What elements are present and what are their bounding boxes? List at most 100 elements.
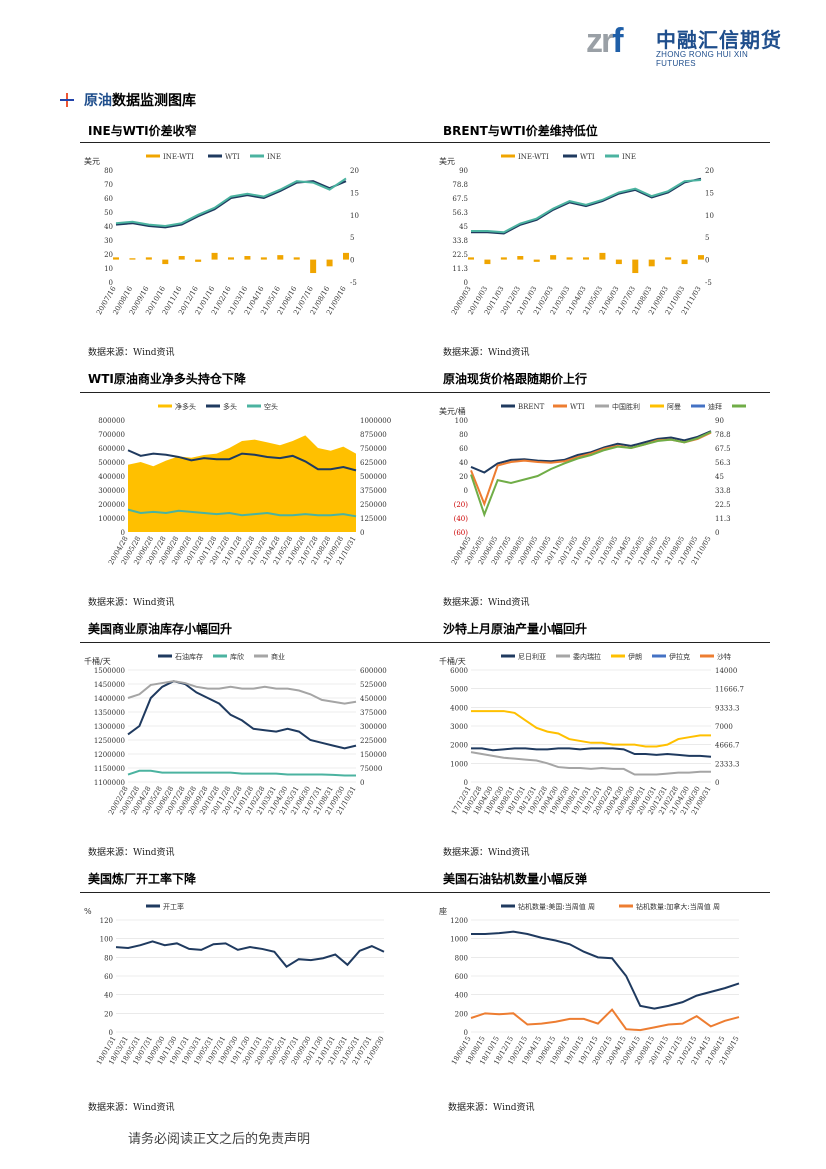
y2-tick-label: 4666.7 [715, 742, 740, 750]
y-tick-label: 80 [104, 954, 113, 962]
y-tick-label: 90 [459, 167, 468, 175]
y2-tick-label: 875000 [360, 431, 387, 439]
spread-bar [533, 259, 540, 262]
y2-tick-label: 300000 [360, 723, 387, 731]
y2-tick-label: 125000 [360, 515, 387, 523]
y-tick-label: 50 [104, 209, 113, 217]
chart-title-1: INE与WTI价差收窄 [88, 124, 197, 138]
y2-tick-label: 22.5 [715, 501, 731, 509]
y2-tick-label: 90 [715, 417, 724, 425]
spread-bar [566, 257, 573, 260]
series-line [470, 751, 711, 776]
y-tick-label: 22.5 [452, 251, 468, 259]
legend-label: 空头 [264, 402, 278, 411]
legend-label: 迪拜 [708, 402, 722, 411]
source-note: 数据来源：Wind资讯 [88, 848, 175, 858]
y2-tick-label: 20 [350, 167, 359, 175]
y-tick-label: 56.3 [452, 209, 468, 217]
chart-refinery-rate: % 开工率 0 20 40 60 80 100 120 18/01/31 18/03/31 18/05… [82, 898, 392, 1088]
series-line [471, 177, 702, 235]
company-logo: zrf 中融汇信期货 ZHONG RONG HUI XIN FUTURES [586, 22, 786, 68]
y-tick-label: 600000 [98, 445, 125, 453]
y-tick-label: 700000 [98, 431, 125, 439]
y-tick-label: 30 [104, 237, 113, 245]
y-tick-label: 800000 [98, 417, 125, 425]
series-line [127, 508, 357, 518]
y-tick-label: 120 [100, 917, 113, 925]
y2-tick-label: 10 [350, 212, 359, 220]
y-tick-label: (60) [454, 529, 469, 537]
logo-en: ZHONG RONG HUI XIN FUTURES [656, 50, 749, 68]
chart-rig-count: 座 钻机数量:美国:当周值 周 钻机数量:加拿大:当周值 周 0 200 400 600 80… [437, 898, 747, 1088]
y-tick-label: 400 [455, 992, 468, 1000]
source-note: 数据来源：Wind资讯 [88, 598, 175, 608]
logo-cn: 中融汇信期货 [656, 28, 782, 52]
y-tick-label: 1500000 [94, 667, 125, 675]
source-note: 数据来源：Wind资讯 [443, 848, 530, 858]
chart-svg: 美元 INE-WTI WTI INE 0 11.3 22.5 33.8 45 56.3 67.5 78… [439, 153, 714, 316]
chart-svg: 美元 INE-WTI WTI INE 0 10 20 30 40 50 60 70 80 -5 0 5 10 15… [84, 153, 359, 316]
series-line [115, 177, 347, 228]
chart-wti-position: 净多头 多头 空头 0 100000 200000 300000 400000 500000 60… [82, 398, 392, 588]
y2-tick-label: 15 [705, 189, 714, 197]
source-note: 数据来源：Wind资讯 [443, 348, 530, 358]
y2-tick-label: 0 [705, 257, 709, 265]
legend-label: 阿曼 [667, 402, 681, 411]
series-line [115, 180, 347, 229]
axis-unit: 美元 [84, 156, 100, 166]
y2-tick-label: 9333.3 [715, 704, 740, 712]
y2-tick-label: 375000 [360, 709, 387, 717]
chart-ine-wti: 美元 INE-WTI WTI INE 0 10 20 30 40 50 60 70 80 -5 0 5 10 15… [82, 148, 382, 338]
spread-bar [326, 259, 333, 267]
source-note: 数据来源：Wind资讯 [88, 1103, 175, 1113]
spread-bar [615, 259, 622, 265]
legend-label: INE [622, 153, 636, 161]
spread-bar [113, 257, 119, 260]
y-tick-label: 11.3 [452, 265, 468, 273]
y2-tick-label: 1000000 [360, 417, 391, 425]
y2-tick-label: 20 [705, 167, 714, 175]
y-tick-label: 0 [109, 279, 113, 287]
spread-bar [293, 257, 300, 260]
chart-title-4: 原油现货价格跟随期价上行 [443, 372, 588, 386]
chart-svg: % 开工率02040608010012018/01/3118/03/3118/05… [84, 902, 386, 1066]
spread-bar [698, 255, 704, 260]
y-tick-label: 78.8 [452, 181, 468, 189]
divider [80, 142, 770, 143]
spread-bar [277, 255, 284, 260]
y-tick-label: 500000 [98, 459, 125, 467]
legend-label: 钻机数量:加拿大:当周值 周 [636, 902, 720, 911]
source-note: 数据来源：Wind资讯 [448, 1103, 535, 1113]
spread-bar [310, 259, 317, 274]
legend-label: 沙特 [717, 652, 731, 661]
y-tick-label: 80 [104, 167, 113, 175]
series-line [470, 430, 712, 474]
spread-bar [681, 259, 688, 265]
y2-tick-label: 56.3 [715, 459, 731, 467]
y-tick-label: 0 [464, 779, 468, 787]
chart-title-5: 美国商业原油库存小幅回升 [88, 622, 233, 636]
y-tick-label: 0 [109, 1029, 113, 1037]
legend-label: 库欣 [230, 652, 244, 661]
y-tick-label: 1300000 [94, 723, 125, 731]
spread-bar [468, 257, 474, 260]
y2-tick-label: 45 [715, 473, 724, 481]
y2-tick-label: 0 [360, 779, 364, 787]
y2-tick-label: 11.3 [715, 515, 731, 523]
y-tick-label: 100 [100, 936, 113, 944]
y-tick-label: 400000 [98, 473, 125, 481]
legend-label: WTI [225, 153, 240, 161]
series-line [115, 940, 385, 968]
divider [80, 392, 770, 393]
spread-bar [599, 252, 606, 260]
chart-title-6: 沙特上月原油产量小幅回升 [443, 622, 588, 636]
source-note: 数据来源：Wind资讯 [443, 598, 530, 608]
spread-bar [665, 257, 672, 260]
axis-unit: 美元/桶 [439, 406, 466, 416]
chart-svg: 净多头 多头 空头 0 100000 200000 300000 400000 500000 60… [98, 402, 391, 566]
series-line [471, 747, 712, 758]
y-tick-label: 70 [104, 181, 113, 189]
axis-unit: 座 [439, 906, 447, 916]
y-tick-label: 20 [104, 251, 113, 259]
y2-tick-label: 0 [715, 779, 719, 787]
